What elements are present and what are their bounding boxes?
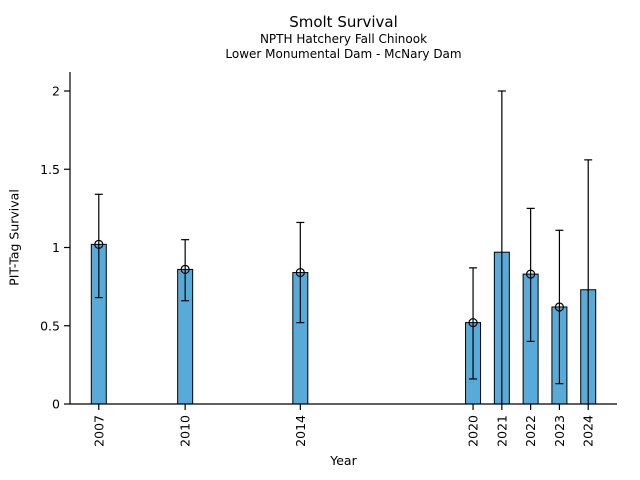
y-tick-label: 0: [52, 397, 60, 412]
detection-marker: [94, 239, 104, 249]
y-tick-label: 1.5: [40, 162, 60, 177]
detection-marker: [468, 318, 478, 328]
x-tick-label: 2020: [466, 415, 481, 447]
detection-marker: [180, 264, 190, 275]
x-axis-label: Year: [330, 453, 357, 468]
chart-subtitle-stock: NPTH Hatchery Fall Chinook: [259, 32, 428, 46]
chart-title: Smolt Survival: [289, 13, 398, 31]
y-tick-label: 2: [52, 84, 60, 99]
chart-subtitle-reach: Lower Monumental Dam - McNary Dam: [225, 47, 462, 61]
detection-marker: [554, 302, 565, 312]
x-tick-label: 2022: [523, 415, 538, 447]
x-tick-label: 2010: [178, 415, 193, 447]
x-tick-label: 2007: [91, 415, 106, 447]
y-tick-label: 1: [52, 240, 60, 255]
x-tick-label: 2021: [494, 415, 509, 447]
x-tick-label: 2024: [581, 415, 596, 447]
detection-marker: [295, 267, 305, 278]
x-tick-label: 2014: [293, 415, 308, 447]
detection-marker: [526, 269, 536, 279]
y-tick-label: 0.5: [40, 318, 60, 333]
x-tick-label: 2023: [552, 415, 567, 447]
